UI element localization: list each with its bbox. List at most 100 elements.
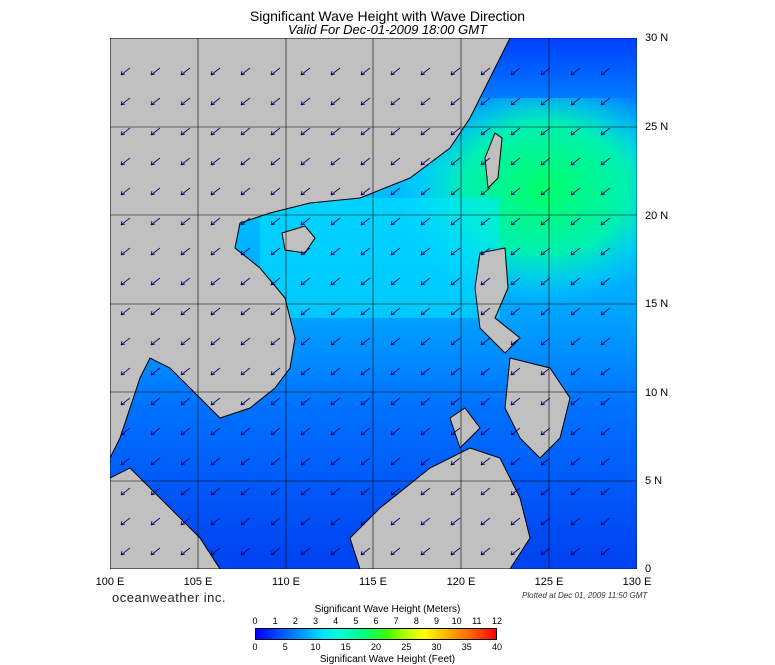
taiwan-island — [484, 132, 503, 190]
wave-arrow — [240, 277, 251, 286]
meters-tick-6: 6 — [373, 616, 379, 626]
wave-arrow — [420, 127, 431, 136]
wave-arrow — [240, 67, 251, 76]
lon-label-100e: 100 E — [95, 576, 125, 588]
wave-arrow — [180, 277, 191, 286]
meters-tick-2: 2 — [292, 616, 298, 626]
wave-arrow — [510, 157, 521, 166]
wave-arrow — [480, 217, 491, 226]
wave-arrow — [360, 247, 371, 256]
wave-arrow — [300, 157, 311, 166]
wave-arrow — [270, 337, 281, 346]
wave-arrow — [480, 97, 491, 106]
lat-label-5n: 5 N — [645, 475, 663, 487]
lat-label-20n: 20 N — [645, 210, 669, 222]
wave-arrow — [240, 457, 251, 466]
wave-arrow — [270, 517, 281, 526]
wave-arrow — [210, 187, 221, 196]
wave-arrow — [570, 97, 581, 106]
wave-arrow — [420, 337, 431, 346]
wave-arrow — [270, 277, 281, 286]
wave-arrow — [600, 187, 611, 196]
wave-arrow — [120, 307, 131, 316]
wave-arrow — [420, 157, 431, 166]
wave-arrow — [450, 127, 461, 136]
feet-tick-40: 40 — [491, 642, 502, 652]
meters-tick-9: 9 — [433, 616, 439, 626]
wave-arrow — [180, 127, 191, 136]
wave-arrow — [330, 457, 341, 466]
wave-arrow — [450, 397, 461, 406]
meters-tick-5: 5 — [353, 616, 359, 626]
wave-arrow — [540, 547, 551, 556]
philippines-south — [504, 357, 571, 459]
wave-arrow — [360, 277, 371, 286]
wave-arrow — [540, 337, 551, 346]
wave-arrow — [330, 337, 341, 346]
wave-arrow — [420, 427, 431, 436]
meters-tick-7: 7 — [393, 616, 399, 626]
wave-arrow — [240, 517, 251, 526]
wave-arrow — [210, 457, 221, 466]
wave-arrow — [450, 517, 461, 526]
wave-arrow — [270, 97, 281, 106]
lat-label-25n: 25 N — [645, 121, 669, 133]
wave-arrow — [210, 517, 221, 526]
wave-arrow — [510, 427, 521, 436]
wave-arrow — [330, 367, 341, 376]
wave-arrow — [300, 427, 311, 436]
wave-arrow — [150, 397, 161, 406]
lon-label-105e: 105 E — [183, 576, 213, 588]
wave-arrow — [360, 457, 371, 466]
wave-arrow — [540, 487, 551, 496]
wave-arrow — [150, 307, 161, 316]
wave-arrow — [270, 217, 281, 226]
wave-arrow — [600, 457, 611, 466]
wave-arrow — [330, 487, 341, 496]
feet-tick-10: 10 — [310, 642, 321, 652]
lon-label-115e: 115 E — [359, 576, 387, 588]
wave-arrow — [240, 427, 251, 436]
wave-arrow — [150, 427, 161, 436]
wave-arrow — [600, 217, 611, 226]
wave-arrow — [420, 97, 431, 106]
wave-arrow — [600, 67, 611, 76]
wave-arrow — [330, 427, 341, 436]
wave-arrow — [120, 547, 131, 556]
wave-arrow — [150, 217, 161, 226]
wave-arrow — [390, 337, 401, 346]
meters-tick-4: 4 — [333, 616, 339, 626]
wave-arrow — [480, 547, 491, 556]
wave-arrow — [360, 517, 371, 526]
wave-arrow — [450, 337, 461, 346]
meters-tick-1: 1 — [272, 616, 278, 626]
wave-arrow — [210, 217, 221, 226]
wave-arrow — [120, 277, 131, 286]
wave-arrow — [450, 487, 461, 496]
wave-arrow — [270, 67, 281, 76]
mainland-asia — [110, 38, 511, 459]
wave-arrow — [210, 157, 221, 166]
scale-title-feet: Significant Wave Height (Feet) — [319, 654, 456, 665]
wave-arrow — [150, 67, 161, 76]
wave-arrow — [180, 67, 191, 76]
wave-arrow — [480, 367, 491, 376]
wave-arrow — [540, 187, 551, 196]
wave-arrow — [390, 247, 401, 256]
wave-arrow — [150, 547, 161, 556]
wave-arrow — [420, 517, 431, 526]
wave-arrow — [300, 337, 311, 346]
lat-label-30n: 30 N — [645, 32, 669, 44]
wave-arrow — [570, 67, 581, 76]
wave-arrow — [360, 157, 371, 166]
wave-arrow — [120, 427, 131, 436]
wave-arrow — [120, 127, 131, 136]
wave-arrow — [570, 397, 581, 406]
wave-arrow — [420, 247, 431, 256]
wave-arrow — [600, 367, 611, 376]
wave-arrow — [510, 67, 521, 76]
wave-arrow — [420, 307, 431, 316]
wave-arrow — [390, 307, 401, 316]
wave-arrow — [210, 547, 221, 556]
wave-arrow — [150, 187, 161, 196]
